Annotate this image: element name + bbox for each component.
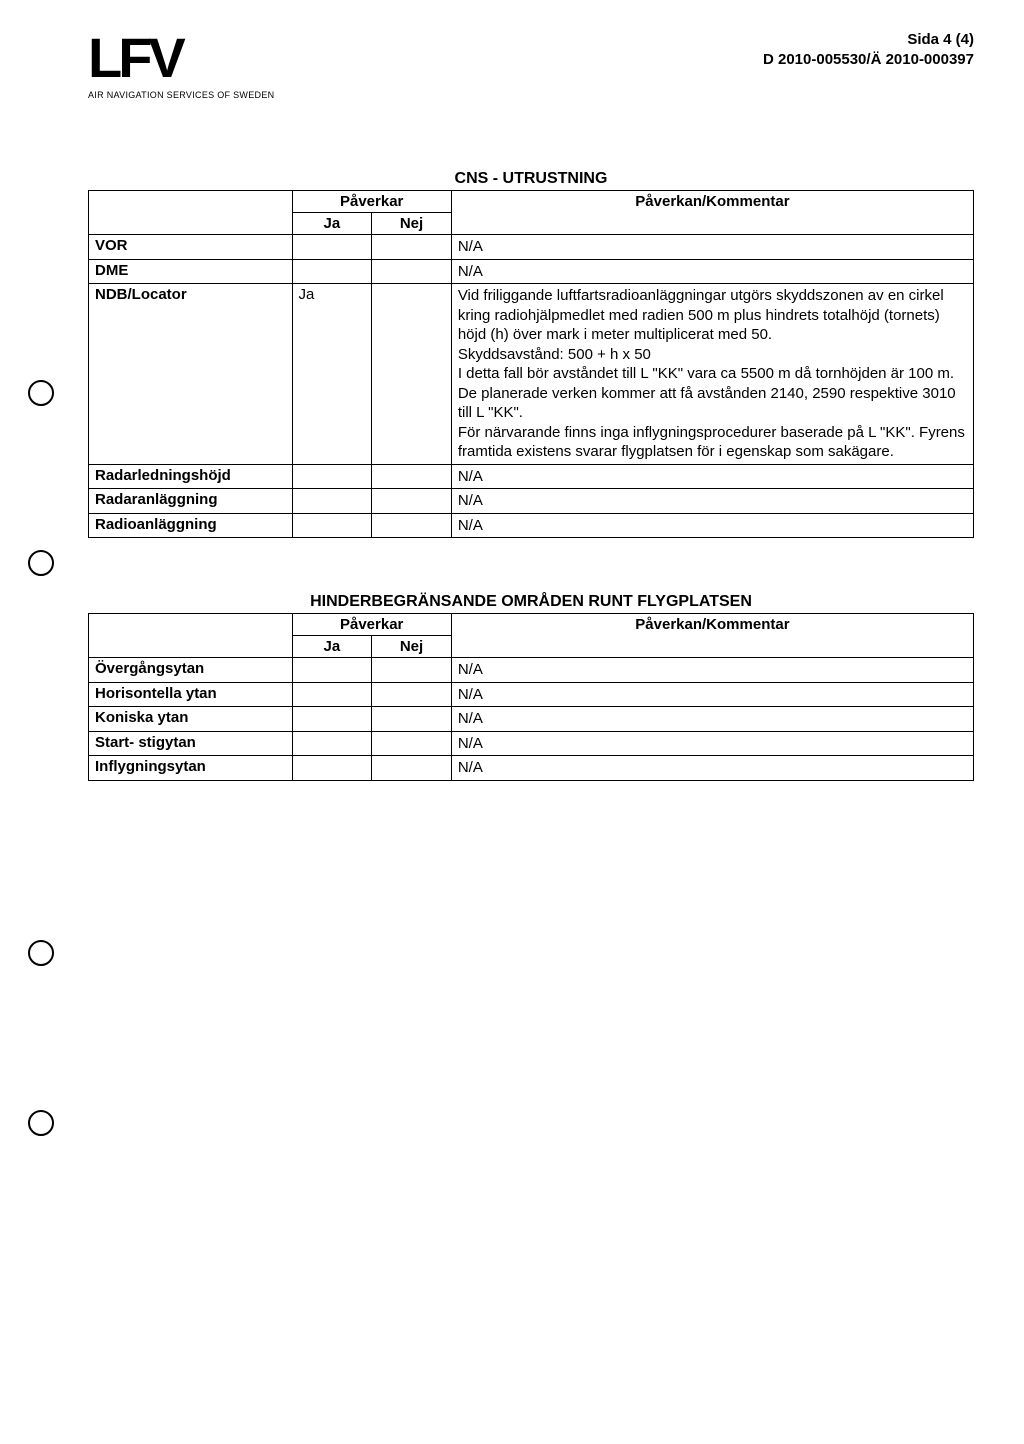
row-ja (292, 464, 372, 489)
header-empty (89, 614, 293, 658)
logo-block: LFV AIR NAVIGATION SERVICES OF SWEDEN (88, 30, 274, 100)
row-nej (372, 756, 452, 781)
table-row: Koniska ytan N/A (89, 707, 974, 732)
table-row: Start- stigytan N/A (89, 731, 974, 756)
row-label: Start- stigytan (89, 731, 293, 756)
hinder-table: Påverkar Påverkan/Kommentar Ja Nej Överg… (88, 613, 974, 781)
row-kommentar: N/A (451, 513, 973, 538)
row-nej (372, 513, 452, 538)
punch-hole-icon (28, 380, 54, 406)
row-label: NDB/Locator (89, 284, 293, 465)
header-ja: Ja (292, 636, 372, 658)
row-ja (292, 707, 372, 732)
row-label: VOR (89, 235, 293, 260)
row-nej (372, 464, 452, 489)
table-row: DME N/A (89, 259, 974, 284)
row-kommentar: N/A (451, 235, 973, 260)
page-header: LFV AIR NAVIGATION SERVICES OF SWEDEN Si… (88, 30, 974, 100)
header-empty (89, 191, 293, 235)
table-row: Inflygningsytan N/A (89, 756, 974, 781)
header-kommentar: Påverkan/Kommentar (451, 614, 973, 658)
document-reference: D 2010-005530/Ä 2010-000397 (763, 50, 974, 70)
row-nej (372, 707, 452, 732)
row-nej (372, 259, 452, 284)
row-ja (292, 658, 372, 683)
row-nej (372, 682, 452, 707)
row-kommentar: N/A (451, 682, 973, 707)
row-kommentar: Vid friliggande luftfartsradioanläggning… (451, 284, 973, 465)
row-kommentar: N/A (451, 464, 973, 489)
table-header-row: Påverkar Påverkan/Kommentar (89, 614, 974, 636)
row-label: Inflygningsytan (89, 756, 293, 781)
row-label: Radarledningshöjd (89, 464, 293, 489)
punch-hole-icon (28, 1110, 54, 1136)
row-nej (372, 489, 452, 514)
table-row: Radaranläggning N/A (89, 489, 974, 514)
row-ja (292, 756, 372, 781)
table-row: VOR N/A (89, 235, 974, 260)
row-label: Horisontella ytan (89, 682, 293, 707)
row-ja (292, 731, 372, 756)
table-row: NDB/LocatorJa Vid friliggande luftfartsra… (89, 284, 974, 465)
table-header-row: Påverkar Påverkan/Kommentar (89, 191, 974, 213)
header-kommentar: Påverkan/Kommentar (451, 191, 973, 235)
row-kommentar: N/A (451, 756, 973, 781)
table-row: Radioanläggning N/A (89, 513, 974, 538)
punch-hole-icon (28, 550, 54, 576)
row-ja (292, 682, 372, 707)
hinder-table-title: HINDERBEGRÄNSANDE OMRÅDEN RUNT FLYGPLATS… (88, 593, 974, 611)
header-right: Sida 4 (4) D 2010-005530/Ä 2010-000397 (763, 30, 974, 71)
row-nej (372, 235, 452, 260)
page: LFV AIR NAVIGATION SERVICES OF SWEDEN Si… (0, 0, 1024, 1444)
row-nej (372, 731, 452, 756)
page-number: Sida 4 (4) (763, 30, 974, 50)
row-ja (292, 235, 372, 260)
row-label: Koniska ytan (89, 707, 293, 732)
row-kommentar: N/A (451, 658, 973, 683)
row-label: Radaranläggning (89, 489, 293, 514)
logo-text: LFV (88, 30, 274, 86)
row-nej (372, 658, 452, 683)
header-nej: Nej (372, 636, 452, 658)
table-row: Horisontella ytan N/A (89, 682, 974, 707)
cns-table: Påverkar Påverkan/Kommentar Ja Nej VOR N/… (88, 190, 974, 538)
row-ja (292, 513, 372, 538)
row-label: DME (89, 259, 293, 284)
row-label: Radioanläggning (89, 513, 293, 538)
header-nej: Nej (372, 213, 452, 235)
logo-subtitle: AIR NAVIGATION SERVICES OF SWEDEN (88, 90, 274, 100)
row-nej (372, 284, 452, 465)
table-row: Övergångsytan N/A (89, 658, 974, 683)
header-paverkar: Påverkar (292, 191, 451, 213)
row-ja (292, 489, 372, 514)
row-ja: Ja (292, 284, 372, 465)
row-kommentar: N/A (451, 489, 973, 514)
header-paverkar: Påverkar (292, 614, 451, 636)
punch-hole-icon (28, 940, 54, 966)
row-kommentar: N/A (451, 707, 973, 732)
header-ja: Ja (292, 213, 372, 235)
cns-table-title: CNS - UTRUSTNING (88, 170, 974, 188)
table-row: Radarledningshöjd N/A (89, 464, 974, 489)
row-kommentar: N/A (451, 259, 973, 284)
punch-holes (28, 0, 58, 1444)
row-ja (292, 259, 372, 284)
row-kommentar: N/A (451, 731, 973, 756)
row-label: Övergångsytan (89, 658, 293, 683)
